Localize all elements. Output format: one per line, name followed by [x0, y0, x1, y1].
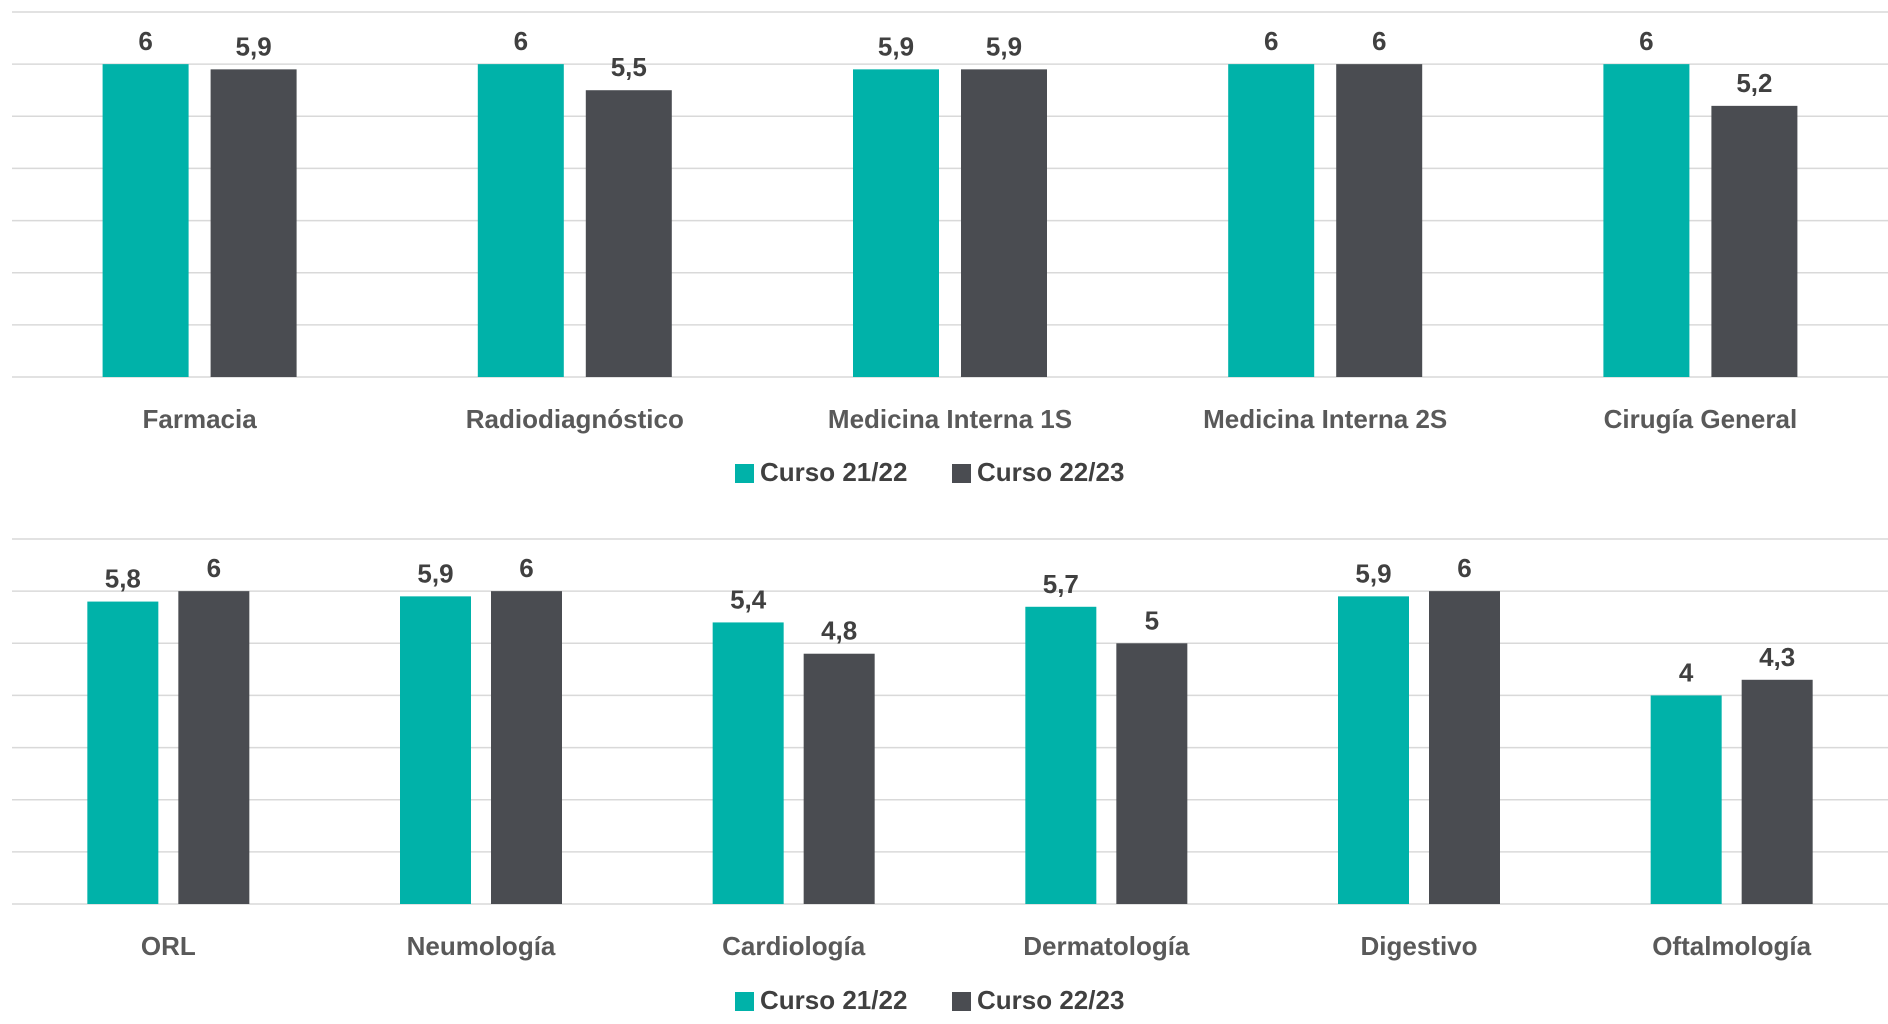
chart1-data-label: 5,2 [1736, 68, 1772, 98]
chart2-legend-swatch-1 [735, 992, 754, 1011]
chart2-data-label: 5,9 [1355, 558, 1391, 588]
chart2-bar-series2 [1741, 679, 1813, 904]
chart1-bar-series1 [1228, 64, 1315, 378]
chart2-bar-series1 [712, 622, 784, 904]
chart2-bar-series2 [1429, 591, 1500, 904]
chart2-bar-series1 [87, 601, 159, 904]
chart1-category-label: Medicina Interna 2S [1203, 404, 1447, 434]
chart2-legend-label-1: Curso 21/22 [760, 985, 907, 1015]
chart1-data-label: 5,9 [236, 31, 272, 61]
chart1-bar-series1 [477, 64, 564, 378]
chart2-data-label: 5 [1145, 605, 1159, 635]
chart1-category-label: Cirugía General [1604, 404, 1798, 434]
chart2-data-label: 6 [207, 553, 221, 583]
chart1-bar-series2 [961, 69, 1047, 377]
chart1-legend-label-2: Curso 22/23 [977, 457, 1124, 487]
chart1-data-label: 6 [138, 26, 152, 56]
chart2-legend-label-2: Curso 22/23 [977, 985, 1124, 1015]
chart2-category-label: Cardiología [722, 931, 866, 961]
chart2-category-label: Digestivo [1360, 931, 1477, 961]
chart1-bar-series1 [1603, 64, 1690, 378]
chart1-bar-series1 [102, 64, 189, 378]
chart1-category-label: Farmacia [143, 404, 258, 434]
chart1-legend-swatch-1 [735, 464, 754, 483]
chart2-data-label: 4,8 [821, 616, 857, 646]
chart2-bar-series2 [178, 591, 250, 904]
chart2-data-label: 5,7 [1043, 569, 1079, 599]
chart2-bar-series2 [803, 653, 875, 904]
chart2-category-label: Neumología [407, 931, 556, 961]
chart2-data-label: 6 [1457, 553, 1471, 583]
chart2-legend-swatch-2 [952, 992, 971, 1011]
chart1-bar-series2 [210, 69, 297, 377]
chart2-data-label: 4,3 [1759, 642, 1795, 672]
chart1-data-label: 5,9 [986, 31, 1022, 61]
chart1-data-label: 5,9 [878, 31, 914, 61]
chart1-data-label: 6 [1639, 26, 1653, 56]
chart2-data-label: 4 [1679, 657, 1694, 687]
chart2-category-label: Oftalmología [1652, 931, 1811, 961]
chart2-bar-series2 [1116, 643, 1188, 904]
chart2-category-label: ORL [141, 931, 196, 961]
chart2-bar-series1 [1650, 695, 1722, 904]
chart2-bar-series1 [1025, 606, 1097, 904]
chart1-legend-swatch-2 [952, 464, 971, 483]
chart1-category-label: Radiodiagnóstico [466, 404, 684, 434]
chart1-data-label: 5,5 [611, 52, 647, 82]
chart1-data-label: 6 [1372, 26, 1386, 56]
chart2-bar-series1 [400, 596, 471, 904]
chart1-bar-series2 [1336, 64, 1423, 378]
chart1-bar-series2 [585, 90, 672, 377]
chart1-bar-series2 [1711, 105, 1798, 377]
chart2-data-label: 6 [519, 553, 533, 583]
chart2-data-label: 5,4 [730, 584, 767, 614]
chart2-category-label: Dermatología [1023, 931, 1190, 961]
chart1-category-label: Medicina Interna 1S [828, 404, 1072, 434]
chart2-data-label: 5,8 [105, 564, 141, 594]
chart2-bar-series1 [1338, 596, 1409, 904]
chart2-data-label: 5,9 [417, 558, 453, 588]
chart2-bar-series2 [491, 591, 562, 904]
chart1-data-label: 6 [514, 26, 528, 56]
chart1-legend-label-1: Curso 21/22 [760, 457, 907, 487]
chart1-data-label: 6 [1264, 26, 1278, 56]
chart1-bar-series1 [853, 69, 939, 377]
